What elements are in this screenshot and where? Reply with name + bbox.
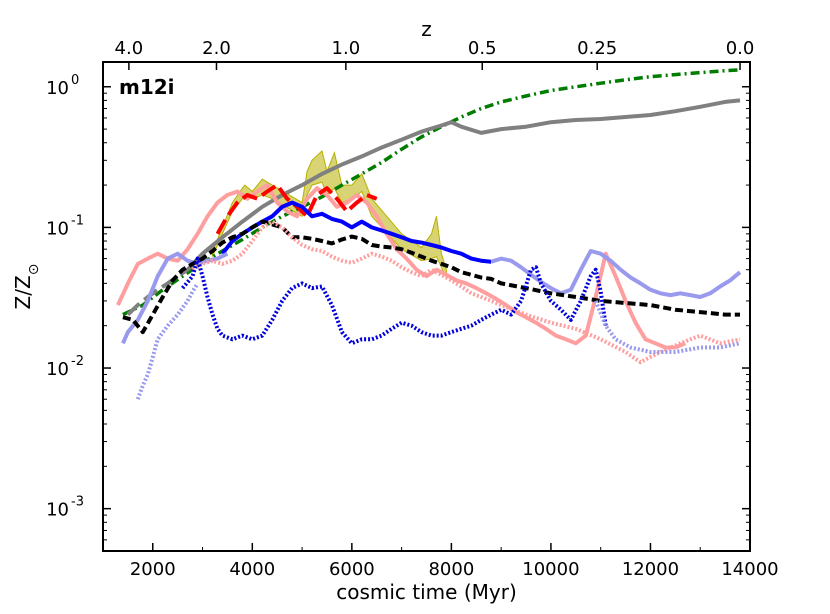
y-axis-label-main: Z/Z (11, 275, 35, 309)
top-tick-label: 0.5 (468, 38, 497, 59)
y-tick-label: 10 (46, 78, 69, 99)
series-line-light-red-dotted (191, 219, 741, 365)
y-tick-label: 10 (46, 218, 69, 239)
x-tick-label: 2000 (130, 559, 176, 580)
series-line-light-blue-solid (121, 249, 742, 345)
x-tick-label: 14000 (721, 559, 778, 580)
x-axis-label: cosmic time (Myr) (336, 580, 517, 604)
top-tick-label: 1.0 (332, 38, 361, 59)
series-layer (116, 68, 742, 400)
x-tick-label: 4000 (229, 559, 275, 580)
y-tick-label: 10 (46, 359, 69, 380)
plot-frame (102, 61, 751, 552)
top-tick-label: 0.0 (726, 38, 755, 59)
top-axis-label: z (421, 17, 432, 41)
y-tick-exponent: 0 (71, 73, 79, 88)
panel-label: m12i (119, 75, 175, 99)
y-tick-exponent: -1 (71, 213, 84, 228)
top-tick-label: 0.25 (577, 38, 617, 59)
tick-layer: 2000 4000 6000 8000 10000 12000 14000 4.0 2.0 1.0… (46, 38, 779, 580)
series-line-green-dash-dot (122, 68, 741, 317)
series-line-light-red-solid (116, 183, 687, 350)
series-line-blue-dotted (181, 256, 608, 346)
x-tick-label: 12000 (622, 559, 679, 580)
x-tick-label: 8000 (428, 559, 474, 580)
x-tick-label: 6000 (329, 559, 375, 580)
series-line-black-dashed (122, 219, 740, 335)
series-line-light-blue-dotted (135, 282, 741, 400)
series-line-gray-solid (186, 98, 741, 272)
series-line-gray-dashed (126, 268, 189, 317)
top-tick-label: 2.0 (202, 38, 231, 59)
top-tick-label: 4.0 (115, 38, 144, 59)
y-tick-label: 10 (46, 500, 69, 521)
y-axis-label-sub: ⊙ (26, 264, 42, 276)
series-line-blue-solid (220, 200, 492, 264)
y-tick-exponent: -3 (71, 495, 84, 510)
y-axis-label: Z/Z⊙ (11, 264, 42, 310)
y-tick-exponent: -2 (71, 354, 84, 369)
x-tick-label: 10000 (522, 559, 579, 580)
